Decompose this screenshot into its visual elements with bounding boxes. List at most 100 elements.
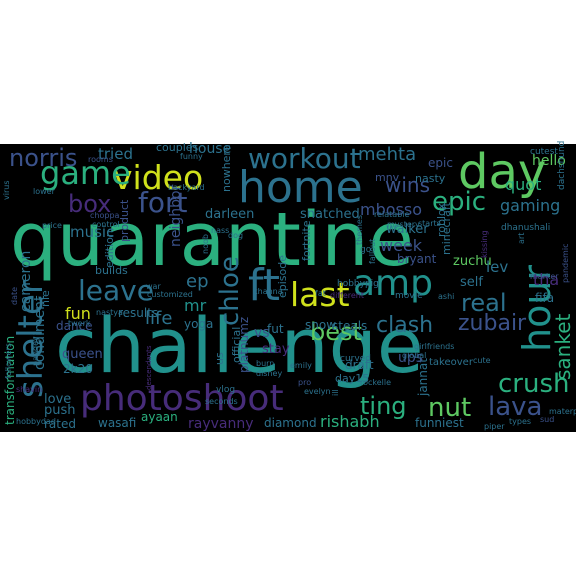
word-choppa: choppa <box>90 211 120 220</box>
word-burn: burn <box>256 359 274 368</box>
word-photoshoot: photoshoot <box>80 378 284 419</box>
word-fortnite: fortnite <box>300 220 313 261</box>
word-rated: rated <box>44 417 76 431</box>
word-sanket: sanket <box>551 313 575 380</box>
word-norris: norris <box>9 144 77 172</box>
word-edition: edition <box>103 230 116 268</box>
word-evelyn: evelyn <box>304 387 331 396</box>
word-war: war <box>146 282 161 291</box>
word-clash: clash <box>376 313 433 338</box>
word-last: last <box>290 275 350 314</box>
word-hobbydad: hobbydad <box>16 417 56 426</box>
word-funniest: funniest <box>415 416 464 430</box>
word-lev: lev <box>486 258 508 276</box>
word-leave: leave <box>78 274 154 307</box>
word-go: go <box>360 245 372 255</box>
word-best: best <box>310 318 362 346</box>
word-mystery: mystery <box>387 220 420 229</box>
word-draft: draft <box>345 358 374 372</box>
word-themes: themes <box>355 215 364 245</box>
word-fallout: fallout <box>368 239 377 264</box>
word-wasafi: wasafi <box>98 416 136 430</box>
word-noob: noob <box>201 234 210 254</box>
word-builds: builds <box>95 264 128 277</box>
word-piper: piper <box>484 422 505 431</box>
word-emily: emily <box>290 361 312 370</box>
word-rockelle: rockelle <box>360 378 391 387</box>
word-virus: virus <box>2 181 11 200</box>
word-jannat: jannat <box>416 358 430 397</box>
word-vlog: vlog <box>216 385 235 395</box>
word-mr: mr <box>184 296 207 315</box>
word-steals: steals <box>332 319 367 333</box>
word-fifa: fifa <box>535 291 554 305</box>
word-bryant: bryant <box>397 252 437 266</box>
word-lower: lower <box>33 187 56 196</box>
word-snow: snow <box>305 318 336 332</box>
word-episode: episode <box>276 255 289 298</box>
word-cloud-background <box>0 144 576 432</box>
word-video: video <box>113 158 203 197</box>
word-girlfriends: girlfriends <box>414 342 454 351</box>
word-condiment: condiment <box>32 295 48 370</box>
word-customized: customized <box>147 290 193 299</box>
word-hello: hello <box>532 153 566 169</box>
word-results: results <box>118 306 158 320</box>
word-mnv: mnv <box>375 171 400 184</box>
word-us: us <box>213 352 226 365</box>
word-movie: movie <box>395 291 423 301</box>
word-day15: day15 <box>335 372 369 385</box>
word-backyard: backyard <box>168 183 205 192</box>
word-walker: walker <box>386 222 429 237</box>
word-snatched: snatched <box>300 207 360 222</box>
word-pro: pro <box>298 378 311 387</box>
word-ep: ep <box>186 271 209 292</box>
word-yoga: yoga <box>184 317 213 331</box>
word-quot: quot <box>505 175 541 194</box>
word-crush: crush <box>498 369 570 399</box>
word-seconds: seconds <box>205 397 238 406</box>
word-fat: fat <box>315 289 326 298</box>
word-real: real <box>461 289 506 317</box>
word-hobbypig: hobbypig <box>337 279 379 289</box>
word-different: different <box>330 291 364 300</box>
word-challenge: challenge <box>55 301 424 390</box>
word-relatable: relatable <box>374 210 410 219</box>
word-house: house <box>189 141 231 157</box>
word-price: price <box>42 221 62 230</box>
word-box: box <box>68 190 111 218</box>
word-epic: epic <box>428 156 453 170</box>
word-cute: cute <box>473 356 491 365</box>
word-shelter: shelter <box>11 280 51 398</box>
word-dance: dance <box>56 319 93 333</box>
word-rooms: rooms <box>88 155 113 164</box>
word-quarantine: quarantine <box>10 197 414 283</box>
word-global: global <box>402 351 426 360</box>
word-pandey: pandey <box>31 336 40 366</box>
word-nle: nle <box>39 290 52 307</box>
word-push: push <box>44 403 76 418</box>
word-ft: ft <box>248 260 280 311</box>
word-nass: nass <box>211 226 229 235</box>
word-ups: ups <box>398 350 423 366</box>
word-dhanushali: dhanushali <box>501 223 550 233</box>
word-amp: amp <box>353 263 433 304</box>
word-week: week <box>380 236 423 255</box>
word-fut: fut <box>267 322 284 336</box>
word-takeover: takeover <box>429 357 474 368</box>
word-music: music <box>70 223 114 241</box>
word-vs: vs <box>254 325 270 341</box>
word-gaming: gaming <box>500 196 560 215</box>
word-epic: epic <box>432 187 486 217</box>
word-product: product <box>118 199 131 242</box>
word-mbosso: mbosso <box>360 200 422 219</box>
word-workout: workout <box>248 142 361 175</box>
word-stay: stay <box>262 342 290 357</box>
word-art: art <box>517 233 526 244</box>
word-lava: lava <box>488 392 542 422</box>
word-life: life <box>145 308 172 329</box>
word-date: date <box>10 287 19 305</box>
word-shavin: shavin <box>16 385 42 394</box>
word-day: day <box>458 144 546 200</box>
